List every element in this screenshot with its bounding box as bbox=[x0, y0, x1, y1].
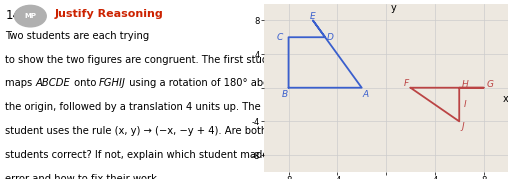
Text: E: E bbox=[310, 12, 316, 21]
Text: Justify Reasoning: Justify Reasoning bbox=[54, 9, 163, 19]
Text: D: D bbox=[327, 33, 333, 42]
Text: the origin, followed by a translation 4 units up. The second: the origin, followed by a translation 4 … bbox=[5, 102, 300, 112]
Text: H: H bbox=[462, 80, 469, 89]
Text: B: B bbox=[282, 90, 288, 99]
Text: G: G bbox=[486, 80, 493, 89]
Text: F: F bbox=[404, 79, 409, 88]
Circle shape bbox=[15, 5, 46, 27]
Text: MP: MP bbox=[24, 13, 37, 19]
Text: A: A bbox=[362, 90, 368, 99]
Text: Two students are each trying: Two students are each trying bbox=[5, 31, 149, 41]
Text: using a rotation of 180° about: using a rotation of 180° about bbox=[126, 78, 279, 88]
Text: y: y bbox=[391, 3, 396, 13]
Text: 14.: 14. bbox=[5, 9, 24, 22]
Text: FGHIJ: FGHIJ bbox=[99, 78, 126, 88]
Text: onto: onto bbox=[71, 78, 99, 88]
Text: students correct? If not, explain which student made an: students correct? If not, explain which … bbox=[5, 150, 284, 160]
Text: student uses the rule (x, y) → (−x, −y + 4). Are both: student uses the rule (x, y) → (−x, −y +… bbox=[5, 126, 268, 136]
Text: maps: maps bbox=[5, 78, 36, 88]
Text: to show the two figures are congruent. The first student: to show the two figures are congruent. T… bbox=[5, 55, 285, 65]
Text: I: I bbox=[464, 100, 467, 109]
Text: x: x bbox=[503, 94, 508, 104]
Text: J: J bbox=[462, 122, 464, 131]
Text: error and how to fix their work.: error and how to fix their work. bbox=[5, 174, 161, 179]
Text: ABCDE: ABCDE bbox=[36, 78, 71, 88]
Text: C: C bbox=[277, 33, 283, 42]
